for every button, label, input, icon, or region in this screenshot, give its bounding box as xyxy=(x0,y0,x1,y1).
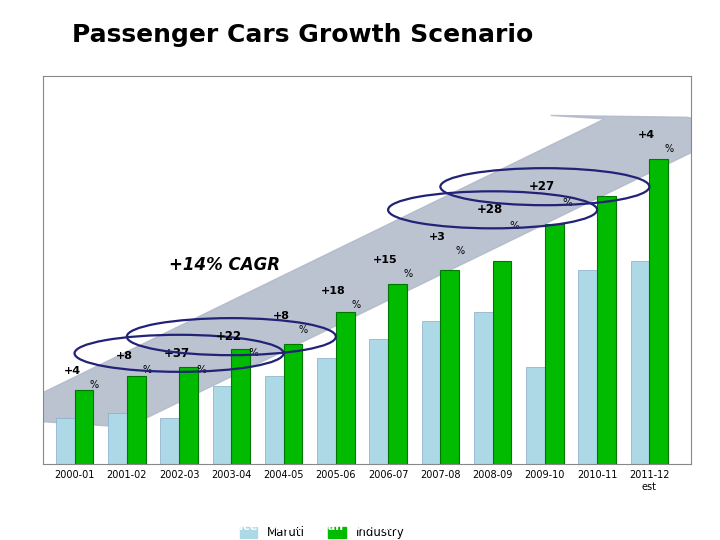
Bar xyxy=(388,284,407,464)
Text: %: % xyxy=(248,348,258,359)
Bar xyxy=(55,418,75,464)
Text: +4: +4 xyxy=(638,130,655,140)
Text: +18: +18 xyxy=(321,286,346,296)
Bar xyxy=(284,344,302,464)
Bar xyxy=(597,196,616,464)
Bar xyxy=(492,261,511,464)
Bar xyxy=(545,224,564,464)
Bar xyxy=(231,349,250,464)
Text: +37: +37 xyxy=(163,347,189,360)
Text: %: % xyxy=(562,198,572,208)
Text: International Conference 2012 : Indian Steel Industry : Challenges & Opportuniti: International Conference 2012 : Indian S… xyxy=(101,522,619,531)
Text: +28: +28 xyxy=(477,204,503,217)
Bar xyxy=(474,312,492,464)
Bar xyxy=(179,367,198,464)
Bar xyxy=(526,367,545,464)
Text: %: % xyxy=(196,365,206,375)
Bar xyxy=(212,386,231,464)
Bar xyxy=(631,261,649,464)
Text: +27: +27 xyxy=(529,180,555,193)
Bar xyxy=(369,340,388,464)
Text: %: % xyxy=(403,269,413,279)
Bar xyxy=(336,312,355,464)
Bar xyxy=(317,358,336,464)
Text: %: % xyxy=(90,380,99,390)
Bar xyxy=(578,270,597,464)
Text: +22: +22 xyxy=(216,330,242,343)
Bar xyxy=(441,270,459,464)
Text: Passenger Cars Growth Scenario: Passenger Cars Growth Scenario xyxy=(72,23,534,47)
Text: %: % xyxy=(456,246,465,256)
Bar xyxy=(265,376,284,464)
Text: +14% CAGR: +14% CAGR xyxy=(168,256,279,274)
Bar xyxy=(421,321,441,464)
Text: +8: +8 xyxy=(116,350,132,361)
Bar xyxy=(127,376,145,464)
Bar xyxy=(75,390,94,464)
Text: %: % xyxy=(510,221,520,232)
Bar xyxy=(161,418,179,464)
Text: +8: +8 xyxy=(272,311,289,321)
Text: +3: +3 xyxy=(429,232,446,242)
Text: +4: +4 xyxy=(63,367,81,376)
Legend: Maruti, Industry: Maruti, Industry xyxy=(235,522,409,540)
Bar xyxy=(649,159,668,464)
FancyArrow shape xyxy=(0,116,720,427)
Text: %: % xyxy=(351,300,360,310)
Bar xyxy=(108,414,127,464)
Text: %: % xyxy=(142,364,151,375)
Text: %: % xyxy=(665,144,674,154)
Text: +15: +15 xyxy=(373,255,398,265)
Text: %: % xyxy=(299,325,308,335)
